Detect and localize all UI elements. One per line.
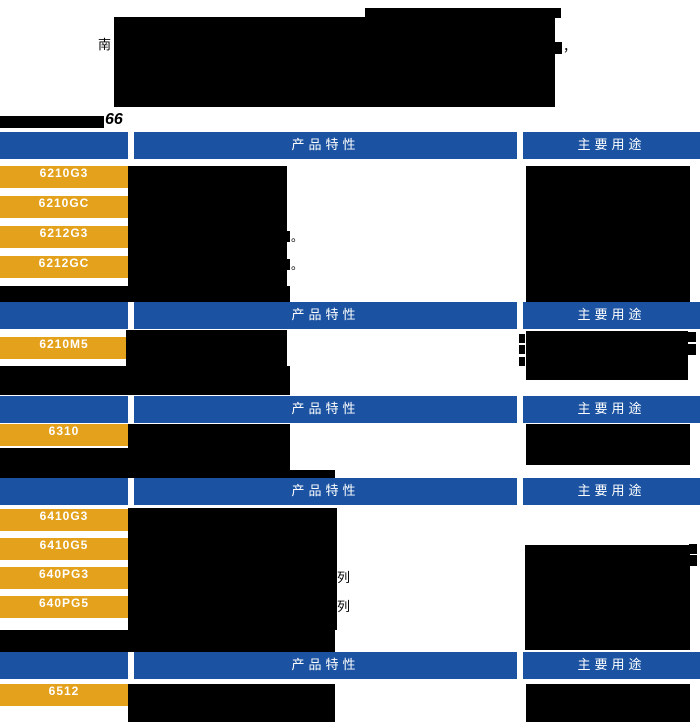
partial-glyph [519,357,525,366]
header-uses: 主要用途 [523,478,700,505]
header-product-column [0,302,128,329]
product-button-6210m5[interactable]: 6210M5 [0,337,128,359]
redaction-box [0,366,290,395]
text-fragment: 。 [291,258,304,272]
product-button-6512[interactable]: 6512 [0,684,128,706]
partial-glyph [689,544,697,554]
header-product-column [0,132,128,159]
redaction-box [0,116,104,128]
partial-glyph [689,555,697,566]
header-features: 产品特性 [134,478,517,505]
partial-glyph [555,42,562,54]
product-button-6310[interactable]: 6310 [0,424,128,446]
header-features: 产品特性 [134,302,517,329]
header-uses: 主要用途 [523,652,700,679]
intro-leading-char: 南 [98,38,112,53]
text-fragment: 列 [337,571,351,586]
redaction-box [0,286,290,302]
partial-glyph [519,345,525,354]
product-button-640pg5[interactable]: 640PG5 [0,596,128,618]
intro-trailing-punct: ， [563,40,577,55]
product-button-6410g3[interactable]: 6410G3 [0,509,128,531]
redaction-box [365,8,561,18]
redaction-box [526,166,690,302]
header-features: 产品特性 [134,132,517,159]
header-uses: 主要用途 [523,132,700,159]
product-button-6212g3[interactable]: 6212G3 [0,226,128,248]
header-features: 产品特性 [134,652,517,679]
product-button-6210gc[interactable]: 6210GC [0,196,128,218]
redaction-box [526,331,688,380]
redaction-box [128,166,287,286]
partial-glyph [519,334,525,343]
redaction-box [526,684,690,722]
header-product-column [0,478,128,505]
redaction-box [128,508,337,630]
redaction-box [0,448,290,470]
header-uses: 主要用途 [523,396,700,423]
redaction-box [0,470,335,478]
redaction-box [525,545,690,650]
product-button-6410g5[interactable]: 6410G5 [0,538,128,560]
partial-glyph [688,332,696,342]
partial-glyph [688,344,696,355]
header-product-column [0,652,128,679]
header-uses: 主要用途 [523,302,700,329]
text-fragment: 。 [291,230,304,244]
header-features: 产品特性 [134,396,517,423]
product-button-640pg3[interactable]: 640PG3 [0,567,128,589]
redaction-box [114,17,555,107]
text-fragment: 列 [337,600,351,615]
product-button-6210g3[interactable]: 6210G3 [0,166,128,188]
header-product-column [0,396,128,423]
product-button-6212gc[interactable]: 6212GC [0,256,128,278]
redaction-box [526,424,690,465]
footnote-number: 66 [105,111,123,128]
redaction-box [0,630,335,652]
partial-glyph [284,231,290,242]
redaction-box [128,684,335,722]
partial-glyph [284,259,290,270]
